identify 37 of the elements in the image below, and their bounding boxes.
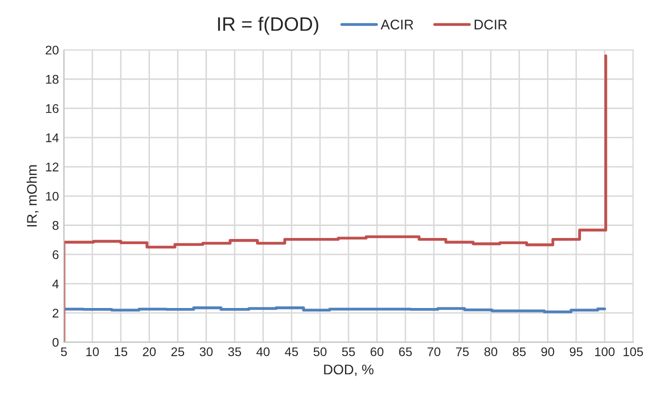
x-tick-label: 55 [342, 347, 355, 356]
y-tick-label: 6 [52, 250, 58, 260]
x-tick-label: 50 [314, 347, 326, 356]
x-axis-title: DOD, % [324, 364, 374, 376]
x-tick-label: 60 [370, 347, 384, 356]
y-tick-label: 14 [46, 134, 59, 142]
y-tick-label: 10 [46, 192, 59, 201]
x-tick-label: 20 [142, 347, 156, 356]
y-tick-label: 20 [46, 46, 59, 55]
x-tick-label: 30 [200, 347, 213, 356]
chart-title: IR = f(DOD) [218, 16, 318, 35]
y-tick-label: 4 [52, 280, 59, 288]
x-tick-label: 80 [484, 347, 498, 356]
legend-label: ACIR [380, 20, 414, 30]
x-tick-label: 105 [624, 347, 643, 356]
legend-label: DCIR [474, 20, 507, 30]
y-tick-label: 8 [52, 221, 58, 230]
y-tick-label: 2 [52, 308, 58, 318]
y-tick-label: 12 [46, 162, 58, 172]
x-tick-label: 25 [171, 347, 184, 356]
x-tick-label: 100 [595, 347, 615, 356]
y-axis-title: IR, mOhm [26, 165, 38, 226]
x-tick-label: 90 [541, 347, 554, 356]
x-tick-label: 5 [60, 347, 67, 356]
x-tick-label: 95 [570, 347, 583, 356]
y-tick-label: 0 [52, 338, 59, 347]
x-tick-label: 75 [456, 347, 469, 356]
x-tick-label: 10 [86, 347, 99, 356]
x-tick-label: 15 [114, 347, 128, 356]
x-tick-label: 85 [512, 347, 526, 356]
y-tick-label: 18 [46, 74, 58, 84]
y-tick-label: 16 [46, 104, 58, 113]
x-tick-label: 70 [428, 347, 440, 356]
x-tick-label: 35 [228, 347, 242, 356]
x-tick-label: 45 [284, 347, 298, 356]
x-tick-label: 65 [399, 347, 412, 356]
x-tick-label: 40 [256, 347, 270, 356]
